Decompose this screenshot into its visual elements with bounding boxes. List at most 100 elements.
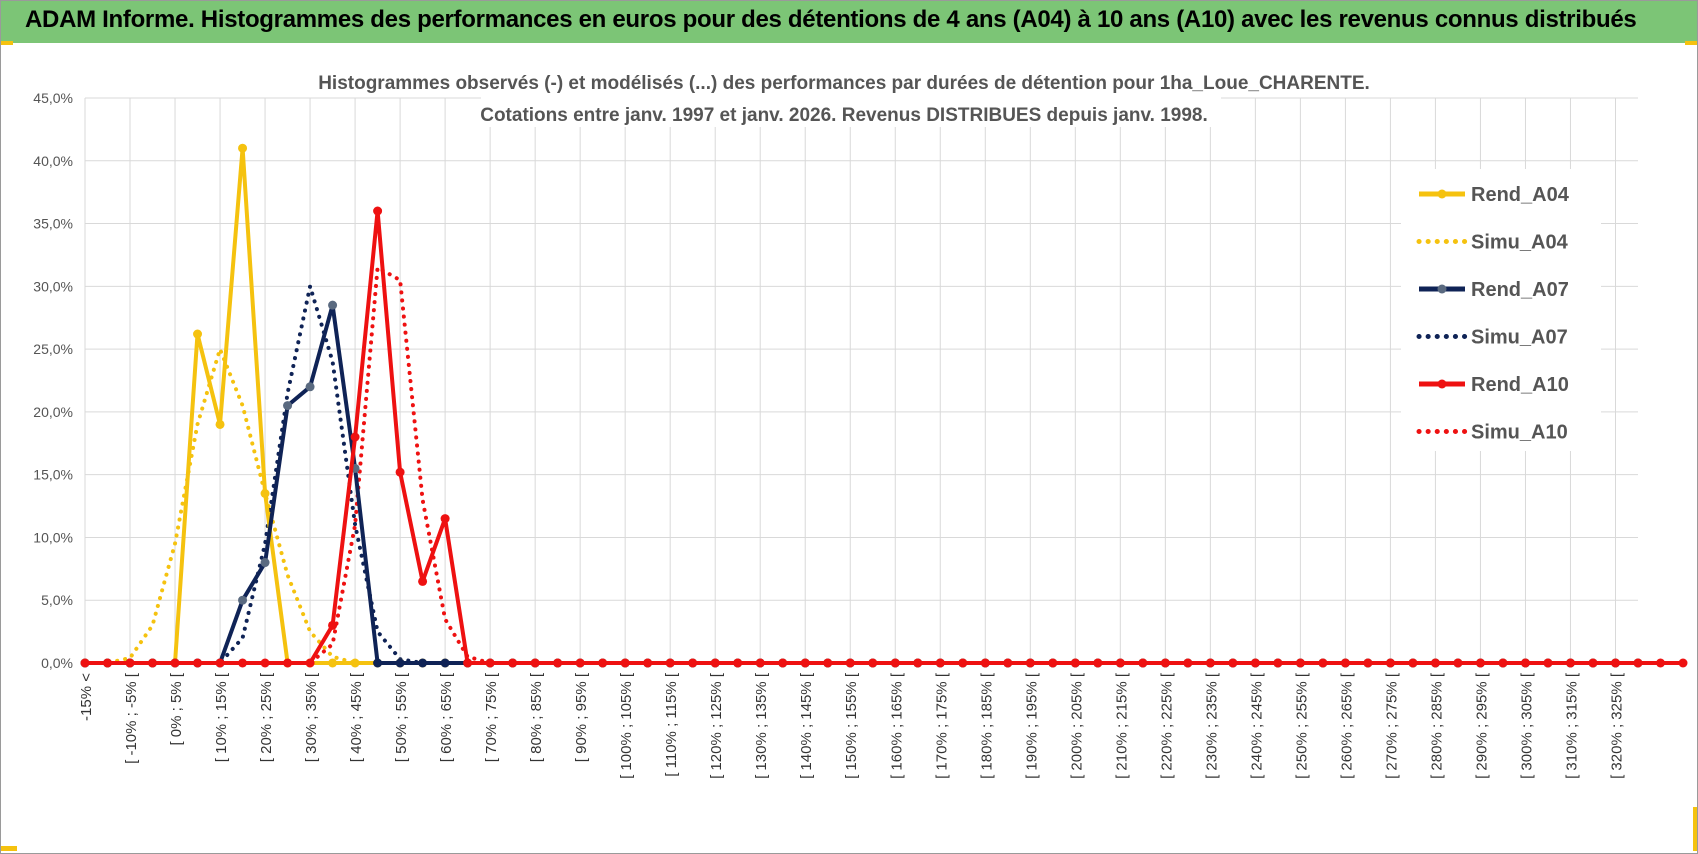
data-point	[215, 658, 225, 668]
data-point	[1408, 658, 1418, 668]
y-tick-label: 45,0%	[33, 90, 73, 106]
data-point	[395, 658, 405, 668]
y-tick-label: 5,0%	[41, 592, 73, 608]
data-point	[845, 658, 855, 668]
y-tick-label: 40,0%	[33, 153, 73, 169]
data-point	[260, 489, 270, 498]
data-point	[1250, 658, 1260, 668]
corner-mark-bl	[1, 846, 17, 851]
data-point	[1183, 658, 1193, 668]
series-lines	[80, 143, 1688, 668]
data-point	[328, 300, 338, 310]
data-point	[1160, 658, 1170, 668]
x-tick-label: [ 120% ; 125% [	[708, 672, 725, 779]
data-point	[1475, 658, 1485, 668]
corner-mark-tr	[1685, 41, 1697, 45]
data-point	[778, 658, 788, 668]
data-point	[238, 595, 248, 605]
data-point	[890, 658, 900, 668]
data-point	[193, 658, 203, 668]
data-point	[1565, 658, 1575, 668]
data-point	[1205, 658, 1215, 668]
y-tick-label: 0,0%	[41, 655, 73, 671]
y-tick-label: 35,0%	[33, 216, 73, 232]
data-point	[688, 658, 698, 668]
data-point	[1520, 658, 1530, 668]
data-point	[328, 620, 338, 630]
y-tick-label: 10,0%	[33, 529, 73, 545]
data-point	[170, 658, 180, 668]
header-banner: ADAM Informe. Histogrammes des performan…	[1, 1, 1697, 43]
data-point	[260, 658, 270, 668]
data-point	[1273, 658, 1283, 668]
data-point	[755, 658, 765, 668]
x-tick-label: [ 260% ; 265% [	[1338, 672, 1355, 779]
data-point	[1093, 658, 1103, 668]
data-point	[1430, 658, 1440, 668]
x-tick-label: [ 160% ; 165% [	[888, 672, 905, 779]
x-tick-label: [ 170% ; 175% [	[933, 672, 950, 779]
data-point	[418, 576, 428, 586]
data-point	[1228, 658, 1238, 668]
legend-marker	[1437, 189, 1447, 199]
data-point	[1295, 658, 1305, 668]
data-point	[305, 382, 315, 392]
data-point	[193, 329, 203, 339]
x-tick-label: [ 90% ; 95% [	[573, 672, 590, 762]
x-tick-label: [ 290% ; 295% [	[1473, 672, 1490, 779]
x-tick-label: [ 100% ; 105% [	[618, 672, 635, 779]
legend-label: Rend_A04	[1471, 184, 1570, 206]
data-point	[1498, 658, 1508, 668]
data-point	[125, 658, 135, 668]
data-point	[328, 658, 338, 668]
data-point	[643, 658, 653, 668]
legend-label: Simu_A07	[1471, 327, 1568, 349]
corner-mark-tl	[1, 41, 13, 45]
data-point	[418, 658, 428, 668]
legend-label: Simu_A04	[1471, 232, 1569, 254]
x-tick-label: [ 130% ; 135% [	[753, 672, 770, 779]
legend-marker	[1437, 379, 1447, 389]
data-point	[575, 658, 585, 668]
data-point	[260, 558, 270, 568]
data-point	[350, 432, 360, 442]
x-tick-label: [ 40% ; 45% [	[348, 672, 365, 762]
legend-marker	[1437, 284, 1447, 294]
data-point	[440, 514, 450, 524]
data-point	[868, 658, 878, 668]
chart-title-group: Histogrammes observés (-) et modélisés (…	[318, 65, 1370, 127]
x-tick-label: [ 250% ; 255% [	[1293, 672, 1310, 779]
data-point	[598, 658, 608, 668]
data-point	[215, 419, 225, 429]
data-point	[1588, 658, 1598, 668]
data-point	[1340, 658, 1350, 668]
data-point	[373, 206, 383, 216]
data-point	[1656, 658, 1666, 668]
data-point	[1543, 658, 1553, 668]
banner-title: ADAM Informe. Histogrammes des performan…	[25, 6, 1637, 33]
data-point	[1678, 658, 1688, 668]
data-point	[1633, 658, 1643, 668]
data-point	[1025, 658, 1035, 668]
data-point	[1363, 658, 1373, 668]
x-tick-label: [ 300% ; 305% [	[1518, 672, 1535, 779]
data-point	[553, 658, 563, 668]
y-tick-label: 20,0%	[33, 404, 73, 420]
x-tick-label: [ 60% ; 65% [	[438, 672, 455, 762]
y-tick-label: 30,0%	[33, 278, 73, 294]
data-point	[1115, 658, 1125, 668]
x-tick-label: [ 180% ; 185% [	[978, 672, 995, 779]
x-tick-label: [ 220% ; 225% [	[1158, 672, 1175, 779]
data-point	[80, 658, 90, 668]
y-tick-label: 25,0%	[33, 341, 73, 357]
data-point	[1138, 658, 1148, 668]
data-point	[530, 658, 540, 668]
legend-box	[1401, 169, 1601, 451]
x-tick-label: [ 210% ; 215% [	[1113, 672, 1130, 779]
x-tick-label: [ 70% ; 75% [	[483, 672, 500, 762]
axis-ticks: 0,0% 5,0% 10,0% 15,0% 20,0% 25,0% 30,0% 35,0% 40…	[33, 90, 1625, 779]
data-point	[463, 658, 473, 668]
data-point	[238, 658, 248, 668]
